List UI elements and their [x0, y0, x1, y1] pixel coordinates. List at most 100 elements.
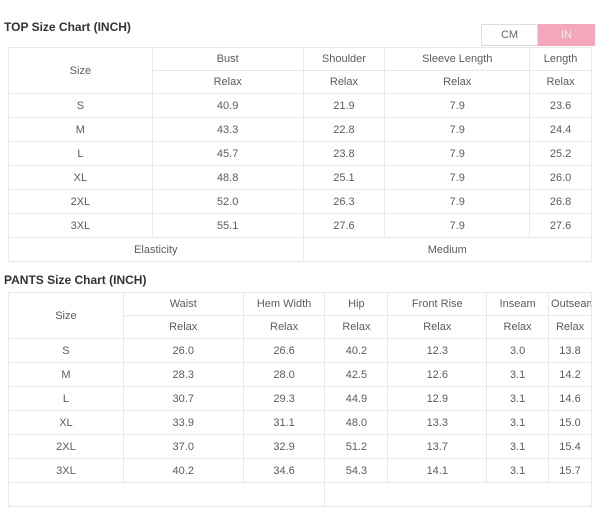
table-row: 3XL 55.1 27.6 7.9 27.6 [8, 213, 592, 238]
size-header-cell: Size [8, 292, 124, 339]
value-cell: 7.9 [384, 165, 531, 190]
fit-cell: Relax [384, 70, 531, 94]
value-cell: 43.3 [151, 117, 304, 142]
cm-unit-button[interactable]: CM [481, 24, 538, 46]
header-cell-shoulder: Shoulder [302, 47, 386, 71]
cutoff-cell [324, 482, 592, 507]
value-cell: 27.6 [529, 213, 592, 238]
elasticity-value-cell: Medium [302, 237, 593, 262]
table-row: M 28.3 28.0 42.5 12.6 3.1 14.2 [8, 362, 592, 387]
header-cell-waist: Waist [122, 292, 244, 316]
table-row: L 45.7 23.8 7.9 25.2 [8, 141, 592, 166]
size-cell: M [8, 362, 124, 387]
fit-cell: Relax [529, 70, 592, 94]
value-cell: 26.0 [529, 165, 592, 190]
elasticity-row: Elasticity Medium [8, 237, 593, 262]
value-cell: 26.0 [122, 338, 244, 363]
value-cell: 7.9 [384, 117, 531, 142]
size-header-cell: Size [8, 47, 153, 94]
fit-cell: Relax [324, 315, 389, 339]
pants-header-row: Size Waist Hem Width Hip Front Rise Inse… [8, 292, 592, 339]
value-cell: 13.8 [548, 338, 592, 363]
size-cell: XL [8, 165, 153, 190]
value-cell: 14.1 [387, 458, 488, 483]
value-cell: 22.8 [302, 117, 386, 142]
value-cell: 30.7 [122, 386, 244, 411]
header-cell-front-rise: Front Rise [387, 292, 488, 316]
value-cell: 44.9 [324, 386, 389, 411]
value-cell: 3.1 [486, 434, 550, 459]
value-cell: 52.0 [151, 189, 304, 214]
table-row: 2XL 37.0 32.9 51.2 13.7 3.1 15.4 [8, 434, 592, 459]
value-cell: 12.9 [387, 386, 488, 411]
size-cell: S [8, 93, 153, 118]
cutoff-row [7, 482, 592, 507]
value-cell: 12.6 [387, 362, 488, 387]
top-chart-title: TOP Size Chart (INCH) [4, 20, 131, 34]
fit-cell: Relax [242, 315, 326, 339]
value-cell: 54.3 [324, 458, 389, 483]
value-cell: 48.0 [324, 410, 389, 435]
value-cell: 15.4 [548, 434, 592, 459]
value-cell: 31.1 [242, 410, 326, 435]
size-cell: M [8, 117, 153, 142]
value-cell: 7.9 [384, 213, 531, 238]
header-cell-bust: Bust [151, 47, 304, 71]
unit-toggle: CM IN [481, 24, 595, 46]
value-cell: 3.1 [486, 362, 550, 387]
size-cell: XL [8, 410, 124, 435]
value-cell: 26.8 [529, 189, 592, 214]
value-cell: 14.2 [548, 362, 592, 387]
table-row: XL 48.8 25.1 7.9 26.0 [8, 165, 592, 190]
value-cell: 3.1 [486, 458, 550, 483]
size-cell: 2XL [8, 434, 124, 459]
top-header-row: Size Bust Shoulder Sleeve Length Length [8, 47, 592, 94]
value-cell: 12.3 [387, 338, 488, 363]
pants-chart-title: PANTS Size Chart (INCH) [4, 273, 147, 287]
fit-cell: Relax [122, 315, 244, 339]
table-row: S 40.9 21.9 7.9 23.6 [8, 93, 592, 118]
value-cell: 24.4 [529, 117, 592, 142]
header-cell-outseam: Outseam [548, 292, 592, 316]
header-cell-inseam: Inseam [486, 292, 550, 316]
value-cell: 27.6 [302, 213, 386, 238]
value-cell: 25.2 [529, 141, 592, 166]
value-cell: 15.7 [548, 458, 592, 483]
value-cell: 40.9 [151, 93, 304, 118]
value-cell: 42.5 [324, 362, 389, 387]
value-cell: 28.3 [122, 362, 244, 387]
value-cell: 25.1 [302, 165, 386, 190]
value-cell: 28.0 [242, 362, 326, 387]
value-cell: 13.7 [387, 434, 488, 459]
header-cell-length: Length [529, 47, 592, 71]
value-cell: 33.9 [122, 410, 244, 435]
value-cell: 26.3 [302, 189, 386, 214]
value-cell: 3.0 [486, 338, 550, 363]
top-size-chart-table: Size Bust Shoulder Sleeve Length Length … [8, 47, 593, 262]
value-cell: 14.6 [548, 386, 592, 411]
value-cell: 45.7 [151, 141, 304, 166]
in-unit-button[interactable]: IN [538, 24, 595, 46]
table-row: M 43.3 22.8 7.9 24.4 [8, 117, 592, 142]
fit-cell: Relax [486, 315, 550, 339]
value-cell: 37.0 [122, 434, 244, 459]
size-cell: 3XL [8, 213, 153, 238]
size-cell: L [8, 386, 124, 411]
size-cell: 3XL [8, 458, 124, 483]
value-cell: 55.1 [151, 213, 304, 238]
value-cell: 15.0 [548, 410, 592, 435]
value-cell: 40.2 [324, 338, 389, 363]
value-cell: 7.9 [384, 141, 531, 166]
value-cell: 13.3 [387, 410, 488, 435]
value-cell: 3.1 [486, 410, 550, 435]
value-cell: 7.9 [384, 189, 531, 214]
table-row: XL 33.9 31.1 48.0 13.3 3.1 15.0 [8, 410, 592, 435]
value-cell: 40.2 [122, 458, 244, 483]
fit-cell: Relax [548, 315, 592, 339]
value-cell: 21.9 [302, 93, 386, 118]
value-cell: 32.9 [242, 434, 326, 459]
table-row: S 26.0 26.6 40.2 12.3 3.0 13.8 [8, 338, 592, 363]
header-cell-hem-width: Hem Width [242, 292, 326, 316]
header-cell-sleeve-length: Sleeve Length [384, 47, 531, 71]
value-cell: 3.1 [486, 386, 550, 411]
